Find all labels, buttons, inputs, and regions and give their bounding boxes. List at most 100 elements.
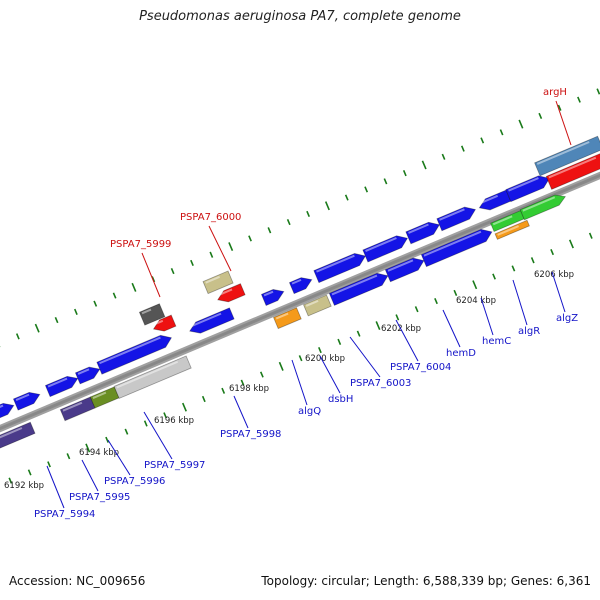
gene-arrow	[405, 221, 441, 245]
gene-arrow-shine	[189, 312, 222, 328]
gene-arrow-body	[0, 421, 36, 450]
tick-mark	[511, 265, 516, 272]
tick-mark	[34, 323, 40, 333]
tick-mark	[337, 338, 342, 345]
gene-arrow	[313, 253, 367, 284]
gene-label-pspa7-5996: PSPA7_5996	[104, 476, 165, 487]
feature-arrow	[217, 283, 246, 303]
tick-mark	[421, 160, 427, 170]
gene-arrow-shine	[439, 208, 465, 221]
feature-box-shine	[141, 308, 152, 315]
gene-arrow-shine	[365, 237, 397, 252]
gene-arrow	[0, 421, 36, 450]
accession-label: Accession: NC_009656	[9, 574, 146, 588]
gene-arrow-body	[362, 235, 409, 263]
gene-arrow-shine	[479, 194, 499, 205]
leader-line	[107, 439, 131, 476]
gene-arrow-body	[490, 210, 525, 233]
feature-box-body	[138, 303, 166, 326]
gene-label-algz: algZ	[556, 313, 578, 324]
tick-mark	[344, 194, 349, 201]
tick-mark	[15, 333, 20, 340]
tick-mark	[364, 186, 369, 193]
gene-arrow-body	[519, 194, 567, 221]
gene-label-algq: algQ	[298, 406, 321, 417]
gene-arrow-body	[420, 228, 493, 268]
tick-mark	[298, 355, 303, 362]
gene-arrow-body	[59, 396, 96, 422]
gene-arrow-body	[288, 277, 313, 295]
tick-mark	[588, 232, 593, 239]
gene-arrow-shine	[492, 215, 513, 226]
gene-arrow	[0, 402, 15, 422]
gene-label-dsbh: dsbH	[328, 394, 353, 405]
gene-arrow-shine	[522, 196, 556, 212]
tick-mark	[324, 201, 330, 211]
gene-arrow-body	[96, 334, 173, 375]
gene-arrow	[362, 235, 409, 263]
leader-line	[555, 100, 572, 146]
scale-label: 6204 kbp	[456, 296, 496, 306]
feature-box-shine	[205, 275, 220, 284]
gene-arrow-shine	[116, 360, 179, 389]
gene-label-pspa7-5994: PSPA7_5994	[34, 509, 95, 520]
gene-arrow-body	[273, 307, 302, 330]
tick-mark	[453, 289, 458, 296]
leader-line	[319, 355, 341, 394]
gene-arrow-shine	[62, 401, 83, 412]
tick-mark	[74, 308, 78, 315]
tick-mark	[66, 453, 71, 460]
gene-arrow-body	[44, 375, 79, 398]
scale-label: 6192 kbp	[4, 481, 44, 491]
gene-arrow	[74, 366, 101, 385]
tick-mark	[375, 321, 381, 331]
tick-mark	[557, 104, 562, 111]
tick-mark	[550, 249, 555, 256]
tick-mark	[577, 96, 581, 103]
gene-arrow	[494, 219, 530, 240]
scale-label: 6200 kbp	[305, 354, 345, 364]
tick-mark	[112, 292, 117, 299]
tick-mark	[530, 257, 535, 264]
gene-arrow-shine	[92, 391, 107, 399]
gene-arrow-body	[478, 189, 512, 211]
tick-mark	[267, 227, 272, 234]
gene-arrow-shine	[77, 368, 90, 375]
tick-mark	[47, 461, 51, 468]
tick-mark	[414, 306, 419, 313]
leader-line	[46, 465, 65, 509]
gene-arrow-body	[436, 206, 477, 232]
gene-arrow-shine	[408, 223, 429, 234]
gene-label-pspa7-6000: PSPA7_6000	[180, 212, 241, 223]
gene-arrow-shine	[47, 377, 68, 388]
gene-arrow-shine	[0, 427, 23, 441]
outer-tick-row	[0, 88, 600, 348]
tick-mark	[460, 145, 465, 152]
gene-arrow	[189, 307, 235, 334]
gene-label-pspa7-6004: PSPA7_6004	[390, 362, 451, 373]
tick-mark	[124, 428, 129, 435]
map-title: Pseudomonas aeruginosa PA7, complete gen…	[139, 9, 461, 24]
feature-box-shine	[548, 156, 597, 179]
tick-mark	[93, 300, 98, 307]
tick-mark	[286, 219, 291, 226]
gene-arrow	[436, 206, 477, 232]
gene-arrow	[113, 355, 192, 399]
leader-line	[349, 336, 381, 378]
tick-mark	[163, 412, 168, 419]
leader-line	[480, 297, 494, 336]
tick-mark	[441, 153, 446, 160]
gene-arrow	[420, 228, 493, 268]
gene-arrow	[478, 189, 512, 211]
feature-box	[138, 303, 166, 326]
gene-arrow-body	[89, 386, 120, 409]
gene-label-pspa7-5997: PSPA7_5997	[144, 460, 205, 471]
gene-arrow-shine	[316, 254, 355, 273]
tick-mark	[201, 395, 206, 403]
tick-mark	[499, 129, 504, 136]
gene-arrow	[12, 391, 41, 411]
tick-mark	[538, 112, 543, 120]
feature-box	[534, 135, 600, 177]
tick-mark	[306, 210, 310, 218]
tick-mark	[596, 88, 600, 95]
